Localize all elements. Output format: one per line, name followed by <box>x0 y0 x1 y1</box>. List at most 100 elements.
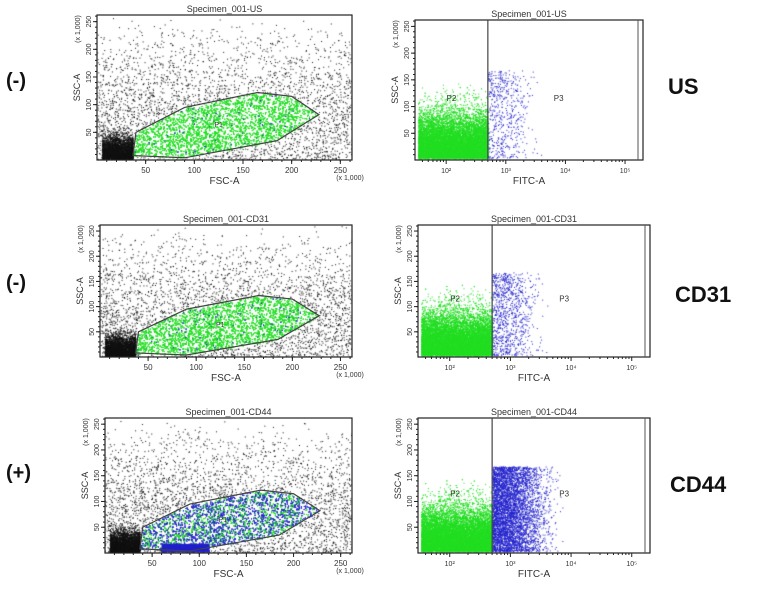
gate-label: P1 <box>219 517 228 524</box>
gate-p1 <box>134 294 321 356</box>
y-axis-label: SSC-A <box>72 74 82 102</box>
y-tick-label: 200 <box>404 47 411 59</box>
y-tick-label: 50 <box>94 523 101 531</box>
gate-p1 <box>132 91 321 159</box>
y-unit-label: (x 1,000) <box>75 15 82 43</box>
y-tick-label: 200 <box>86 43 93 55</box>
plot-frame <box>414 19 644 161</box>
x-tick-label: 10⁴ <box>566 365 577 372</box>
x-tick-label: 150 <box>236 166 250 175</box>
x-axis-label: FSC-A <box>211 373 241 384</box>
y-axis-label: SSC-A <box>75 277 85 305</box>
y-tick-label: 250 <box>89 225 96 237</box>
y-unit-label: (x 1,000) <box>78 225 85 253</box>
plot-title: Specimen_001-CD44 <box>491 407 577 417</box>
x-tick-label: 10⁵ <box>620 168 631 175</box>
x-tick-label: 100 <box>193 559 207 568</box>
y-tick-label: 150 <box>407 275 414 287</box>
x-tick-label: 10³ <box>505 365 516 372</box>
y-tick-label: 100 <box>89 301 96 313</box>
y-tick-label: 200 <box>89 250 96 262</box>
row-sign-cd31: (-) <box>6 272 26 294</box>
x-unit-label: (x 1,000) <box>336 372 364 379</box>
plot-frame <box>417 417 651 554</box>
y-tick-label: 150 <box>89 275 96 287</box>
row-marker-us: US <box>668 74 699 99</box>
x-tick-label: 50 <box>144 363 153 372</box>
x-tick-label: 150 <box>238 363 252 372</box>
row-marker-cd44: CD44 <box>670 472 727 497</box>
y-tick-label: 250 <box>86 16 93 28</box>
y-axis-label: SSC-A <box>390 76 400 104</box>
y-tick-label: 150 <box>404 74 411 86</box>
x-unit-label: (x 1,000) <box>336 568 364 575</box>
plot-title: Specimen_001-US <box>187 4 263 14</box>
y-tick-label: 100 <box>94 496 101 508</box>
gate-label: P1 <box>214 122 223 129</box>
x-tick-label: 150 <box>240 559 254 568</box>
plot-title: Specimen_001-CD44 <box>185 407 271 417</box>
x-tick-label: 200 <box>285 166 299 175</box>
y-tick-label: 250 <box>404 20 411 32</box>
row-sign-cd44: (+) <box>6 462 31 484</box>
y-unit-label: (x 1,000) <box>396 225 403 253</box>
y-tick-label: 150 <box>407 470 414 482</box>
y-tick-label: 50 <box>407 523 414 531</box>
x-tick-label: 10³ <box>501 168 512 175</box>
plot-frame <box>96 14 353 161</box>
x-tick-label: 100 <box>190 363 204 372</box>
x-tick-label: 10² <box>445 561 456 568</box>
y-tick-label: 150 <box>86 71 93 83</box>
x-axis-label: FITC-A <box>518 373 551 384</box>
x-tick-label: 10² <box>441 168 452 175</box>
x-tick-label: 10⁴ <box>560 168 571 175</box>
y-axis-label: SSC-A <box>393 472 403 500</box>
y-tick-label: 50 <box>86 128 93 136</box>
y-tick-label: 100 <box>407 496 414 508</box>
gate-label-p2: P2 <box>450 295 460 304</box>
x-axis-label: FITC-A <box>513 176 546 187</box>
gate-label: P1 <box>216 322 225 329</box>
gate-label-p3: P3 <box>559 295 569 304</box>
y-tick-label: 50 <box>404 129 411 137</box>
y-tick-label: 150 <box>94 470 101 482</box>
x-tick-label: 250 <box>334 363 348 372</box>
row-sign-us: (-) <box>6 70 26 92</box>
y-unit-label: (x 1,000) <box>393 20 400 48</box>
x-tick-label: 250 <box>334 166 348 175</box>
gate-label-p2: P2 <box>447 94 457 103</box>
x-tick-label: 10⁵ <box>626 365 637 372</box>
gate-label-p3: P3 <box>554 94 564 103</box>
x-tick-label: 50 <box>148 559 157 568</box>
y-tick-label: 200 <box>407 250 414 262</box>
x-tick-label: 10³ <box>505 561 516 568</box>
x-tick-label: 10² <box>445 365 456 372</box>
y-tick-label: 100 <box>404 101 411 113</box>
y-tick-label: 250 <box>94 418 101 430</box>
x-tick-label: 50 <box>141 166 150 175</box>
plot-frame <box>104 417 353 554</box>
y-tick-label: 100 <box>407 301 414 313</box>
x-tick-label: 200 <box>287 559 301 568</box>
plot-title: Specimen_001-CD31 <box>491 214 577 224</box>
plot-title: Specimen_001-US <box>491 9 567 19</box>
x-unit-label: (x 1,000) <box>336 175 364 182</box>
x-tick-label: 10⁴ <box>566 561 577 568</box>
y-tick-label: 200 <box>407 444 414 456</box>
gate-label-p2: P2 <box>450 489 460 498</box>
y-axis-label: SSC-A <box>80 472 90 500</box>
x-tick-label: 200 <box>286 363 300 372</box>
y-tick-label: 50 <box>89 328 96 336</box>
x-tick-label: 100 <box>188 166 202 175</box>
plot-frame <box>417 224 651 358</box>
y-unit-label: (x 1,000) <box>83 418 90 446</box>
y-tick-label: 200 <box>94 444 101 456</box>
plot-title: Specimen_001-CD31 <box>183 214 269 224</box>
y-tick-label: 50 <box>407 328 414 336</box>
x-axis-label: FSC-A <box>214 569 244 580</box>
y-unit-label: (x 1,000) <box>396 418 403 446</box>
y-tick-label: 250 <box>407 225 414 237</box>
